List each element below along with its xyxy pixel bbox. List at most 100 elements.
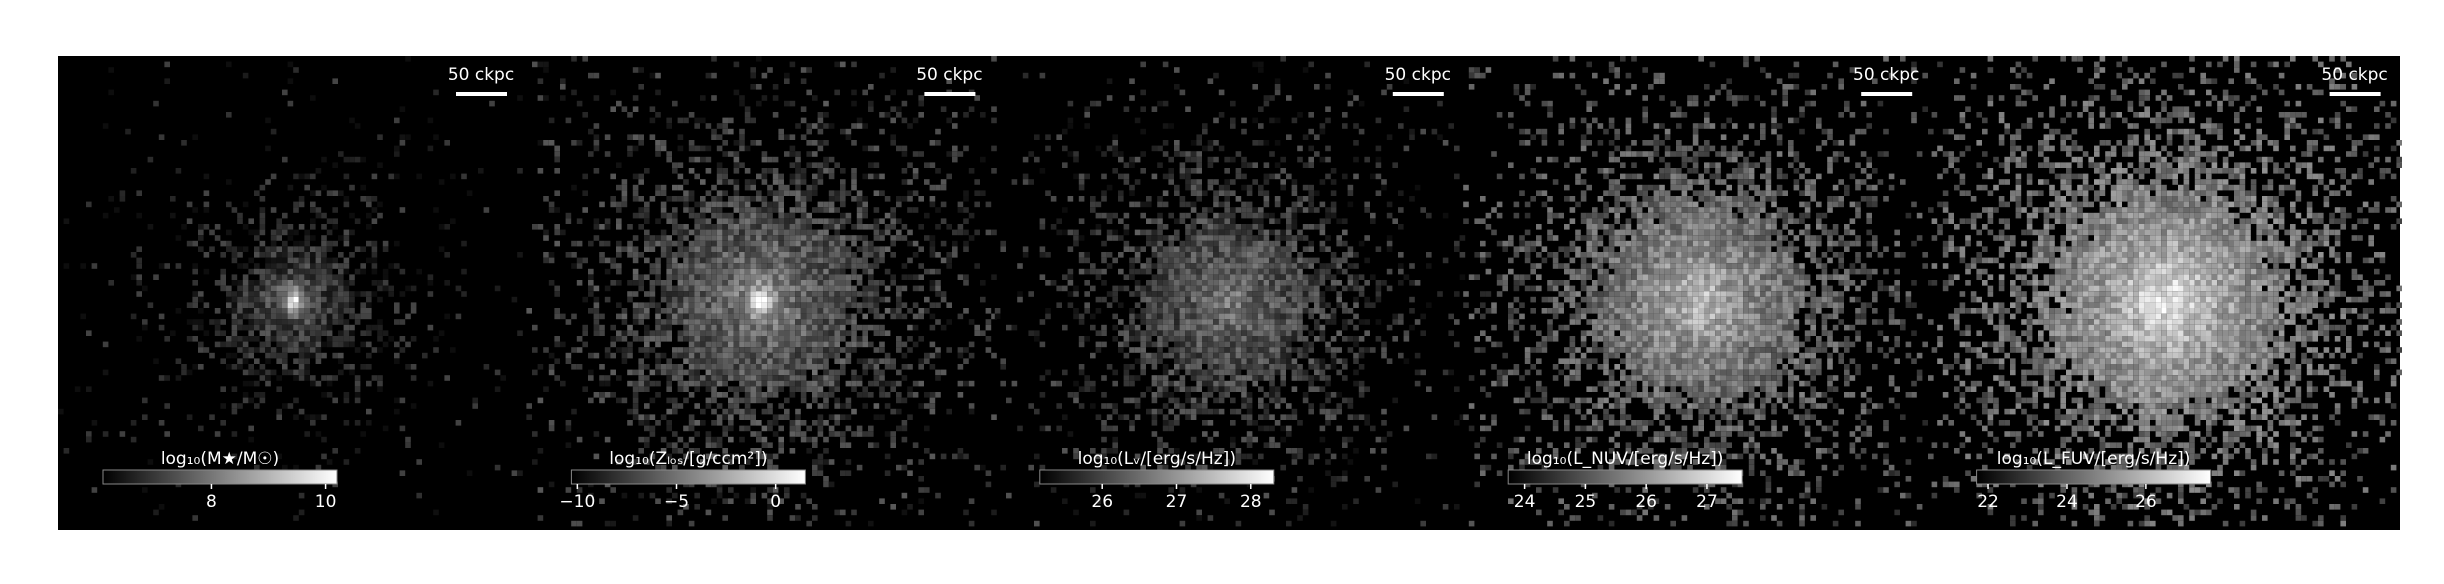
pixel [1095,268,1102,275]
pixel [332,280,338,286]
pixel [655,112,661,118]
pixel [1258,352,1264,359]
pixel [677,145,684,152]
pixel [1207,184,1214,191]
pixel [1246,436,1253,443]
pixel [276,229,282,236]
pixel [1140,464,1146,471]
pixel [739,268,745,275]
pixel [1286,358,1292,364]
pixel [287,235,294,241]
pixel [1073,397,1079,404]
pixel [1151,341,1158,348]
pixel [705,509,712,516]
pixel [1258,106,1264,112]
pixel [722,453,728,460]
pixel [366,291,372,297]
pixel [287,257,294,264]
pixel [1123,397,1130,404]
pixel [705,397,712,404]
pixel [1174,380,1180,387]
pixel [688,364,695,370]
pixel [806,184,812,191]
pixel [700,347,706,353]
pixel [806,352,812,359]
pixel [716,291,723,297]
pixel [298,268,305,275]
pixel [1263,336,1270,342]
pixel [711,347,717,353]
pixel [672,274,678,280]
pixel [761,436,768,443]
pixel [1246,453,1253,460]
pixel [795,380,801,387]
pixel [377,212,383,219]
pixel [326,218,333,224]
pixel [694,252,700,258]
pixel [733,207,740,213]
pixel [1258,308,1264,314]
pixel [912,240,919,247]
pixel [823,459,829,465]
pixel [237,364,243,370]
pixel [270,302,277,308]
pixel [198,291,204,297]
pixel [548,252,555,258]
pixel [1202,431,1208,437]
pixel [130,420,137,426]
pixel [655,498,661,504]
pixel [840,280,846,286]
pixel [632,408,639,415]
pixel [1174,319,1180,325]
pixel [237,218,243,224]
pixel [371,347,378,353]
pixel [80,263,86,269]
pixel [711,263,717,269]
pixel [884,296,891,303]
pixel [733,386,740,392]
pixel [382,246,389,252]
pixel [326,380,333,387]
pixel [632,246,639,252]
pixel [666,235,672,241]
pixel [338,252,344,258]
pixel [683,280,689,286]
pixel [828,330,835,336]
pixel [1280,285,1286,292]
pixel [1118,285,1124,292]
pixel [750,296,756,303]
pixel [638,212,644,219]
pixel [840,128,846,135]
pixel [884,285,891,292]
pixel [918,112,924,118]
pixel [315,274,322,280]
pixel [1246,347,1253,353]
pixel [806,380,812,387]
pixel [1235,358,1242,364]
pixel [1095,453,1102,460]
pixel [800,229,807,236]
pixel [1017,296,1023,303]
pixel [767,347,773,353]
pixel [789,285,796,292]
pixel [1168,240,1174,247]
pixel [382,274,389,280]
pixel [739,218,745,224]
pixel [711,252,717,258]
pixel [226,246,232,252]
pixel [1258,386,1264,392]
pixel [1162,252,1169,258]
pixel [784,218,790,224]
pixel [1280,352,1286,359]
pixel [644,436,650,443]
pixel [1162,257,1169,264]
pixel [1274,291,1281,297]
pixel [259,375,266,381]
pixel [694,352,700,359]
pixel [610,324,616,331]
pixel [806,274,812,280]
pixel [851,224,857,230]
pixel [1090,403,1096,409]
pixel [1095,341,1102,348]
pixel [963,190,969,196]
